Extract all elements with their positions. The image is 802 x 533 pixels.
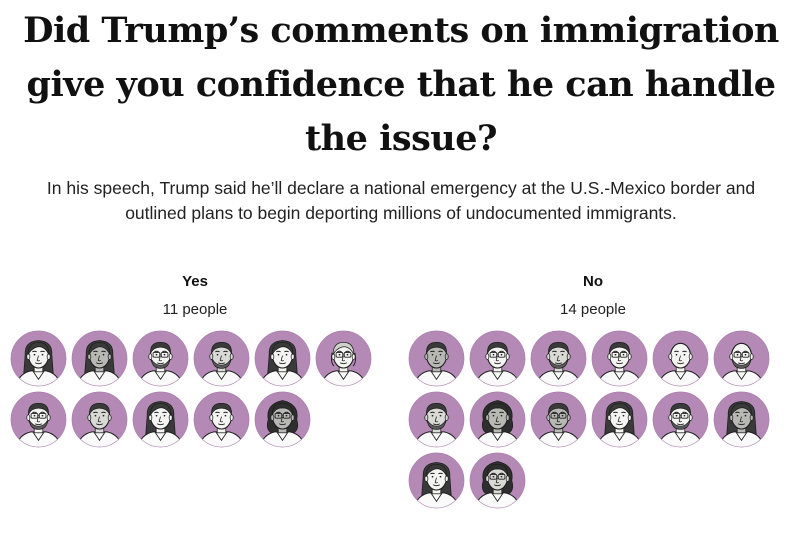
yes-avatar <box>315 330 372 387</box>
yes-avatar <box>71 391 128 448</box>
no-avatar <box>469 330 526 387</box>
no-avatar <box>530 330 587 387</box>
no-group: No 14 people <box>408 272 778 513</box>
yes-avatar <box>132 391 189 448</box>
no-avatar <box>591 391 648 448</box>
yes-count: 11 people <box>162 301 228 318</box>
dek: In his speech, Trump said he’ll declare … <box>46 178 756 223</box>
no-avatar <box>652 391 709 448</box>
no-avatar <box>408 330 465 387</box>
no-avatar <box>408 391 465 448</box>
yes-group: Yes 11 people <box>10 272 380 452</box>
yes-avatar <box>193 391 250 448</box>
no-avatar <box>591 330 648 387</box>
no-avatar <box>652 330 709 387</box>
no-avatars <box>408 330 778 513</box>
headline: Did Trump’s comments on immigration give… <box>23 10 779 159</box>
no-avatar <box>530 391 587 448</box>
yes-avatar <box>71 330 128 387</box>
yes-avatar <box>254 330 311 387</box>
yes-avatar <box>193 330 250 387</box>
no-count: 14 people <box>560 301 626 318</box>
yes-label: Yes <box>182 273 208 290</box>
no-label: No <box>583 273 603 290</box>
yes-avatar <box>132 330 189 387</box>
no-avatar <box>713 330 770 387</box>
no-avatar <box>469 391 526 448</box>
no-avatar <box>469 452 526 509</box>
yes-avatar <box>254 391 311 448</box>
no-avatar <box>713 391 770 448</box>
yes-avatars <box>10 330 380 452</box>
yes-avatar <box>10 330 67 387</box>
yes-avatar <box>10 391 67 448</box>
no-avatar <box>408 452 465 509</box>
